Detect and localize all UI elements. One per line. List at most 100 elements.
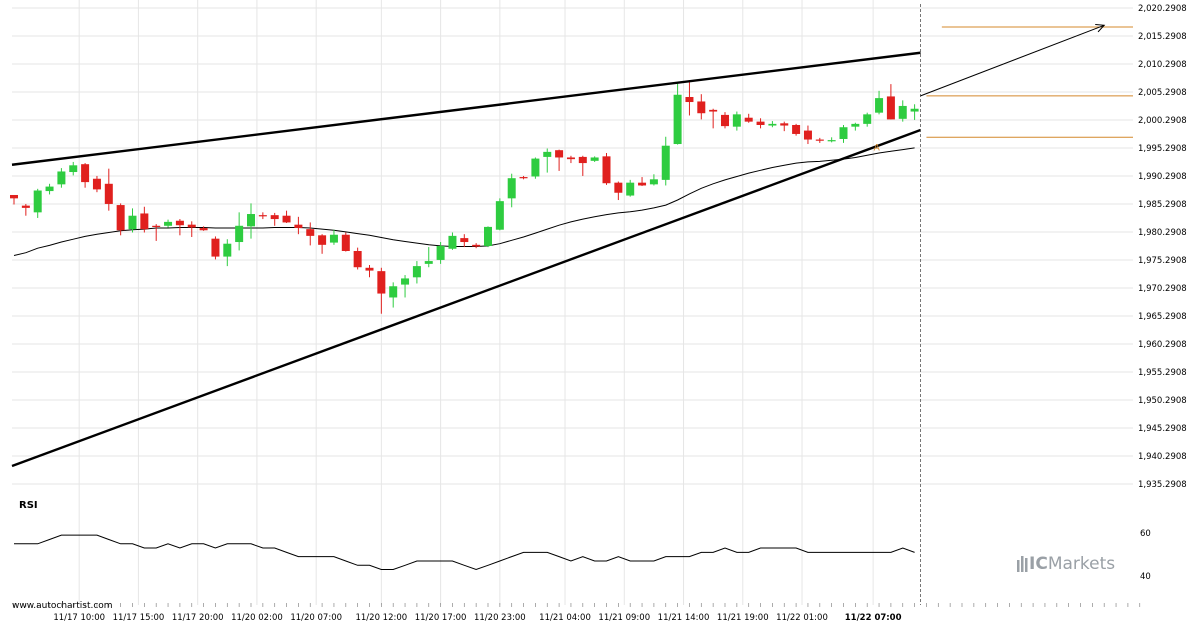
axes-layer: 2,020.2908 2,015.2908 2,010.2908 2,005.2908… [13, 4, 1187, 623]
candle-body [57, 171, 66, 185]
candle [211, 236, 220, 260]
candle [910, 104, 919, 120]
candle [365, 264, 374, 278]
rsi-panel: 60 40 [14, 529, 1151, 582]
candle [10, 194, 18, 205]
candle-body [792, 124, 801, 134]
candle [875, 90, 884, 115]
candle-body [140, 213, 149, 230]
rsi-y-tick-label: 60 [1140, 529, 1151, 539]
candle [341, 232, 350, 252]
candle [412, 261, 421, 284]
candle [282, 210, 291, 223]
candle [329, 229, 338, 245]
candles-layer [10, 80, 919, 314]
candle [555, 149, 564, 171]
x-tick-label: 11/20 23:00 [474, 613, 526, 623]
candle-body [614, 182, 623, 193]
y-tick-label: 1,985.2908 [1138, 200, 1187, 210]
x-tick-label: 11/21 04:00 [539, 613, 591, 623]
rsi-line [14, 534, 915, 571]
candle-body [81, 164, 90, 183]
candle [661, 136, 670, 186]
candle-body [649, 179, 658, 185]
candle-body [211, 238, 220, 257]
candle-body [329, 234, 338, 243]
candle-body [424, 261, 433, 264]
candle-body [164, 221, 173, 226]
candle [199, 226, 208, 231]
candle [424, 247, 433, 268]
candle [69, 161, 78, 176]
brand-suffix: Markets [1048, 554, 1115, 574]
candle [638, 177, 647, 187]
candle [519, 175, 528, 180]
candle-body [721, 114, 729, 127]
candle-body [45, 186, 54, 192]
candle-body [306, 229, 315, 236]
candle [448, 232, 457, 250]
candle-body [69, 165, 78, 173]
candle-body [756, 121, 765, 125]
y-tick-label: 2,020.2908 [1138, 4, 1187, 14]
candle [792, 123, 801, 136]
x-tick-label: 11/22 01:00 [776, 613, 828, 623]
candle [140, 206, 149, 233]
x-tick-label: 11/20 12:00 [355, 613, 407, 623]
candle-body [104, 183, 113, 204]
candle [377, 267, 386, 314]
pattern-point-label: A [874, 143, 881, 153]
rsi-y-tick-label: 40 [1140, 572, 1151, 582]
candle [247, 203, 255, 239]
candle-body [744, 117, 753, 122]
candle-body [365, 267, 374, 271]
x-tick-label: 11/21 09:00 [598, 613, 650, 623]
candle [436, 242, 445, 264]
candle-body [412, 266, 421, 278]
candle [697, 94, 706, 120]
candle-body [247, 214, 255, 227]
candle-body [472, 244, 481, 247]
y-tick-label: 2,000.2908 [1138, 116, 1187, 126]
candle-body [578, 156, 587, 164]
candle-body [531, 158, 540, 177]
brand-icon-bar [1021, 556, 1024, 572]
candle [815, 137, 824, 143]
candle [164, 219, 173, 228]
candle-body [815, 139, 824, 141]
candle [187, 221, 196, 237]
trend-line-upper [11, 51, 921, 166]
x-tick-label: 11/21 19:00 [717, 613, 769, 623]
projection-arrow-head [1095, 24, 1106, 33]
trend-line-lower [11, 128, 921, 468]
candle-body [436, 245, 445, 260]
candle-body [827, 140, 836, 142]
candle [673, 82, 682, 145]
candle [614, 181, 623, 201]
candle-body [223, 243, 232, 257]
candle [128, 208, 137, 233]
candle [756, 118, 765, 129]
y-tick-label: 1,990.2908 [1138, 172, 1187, 182]
candle-body [863, 114, 872, 124]
brand-icon-bar [1017, 560, 1020, 572]
candle [839, 124, 848, 143]
candle [590, 156, 599, 162]
candle-body [389, 286, 398, 298]
candle [531, 157, 540, 179]
candle [602, 152, 611, 185]
x-tick-label: 11/21 14:00 [658, 613, 710, 623]
candle-body [875, 98, 884, 113]
grid [12, 0, 1133, 605]
candle-body [638, 182, 647, 186]
candle [389, 282, 398, 308]
candle-body [318, 235, 327, 245]
x-tick-label: 11/20 17:00 [415, 613, 467, 623]
candle [721, 112, 729, 129]
candle-body [235, 225, 244, 243]
candle-body [21, 205, 30, 208]
candle-body [732, 114, 741, 127]
y-tick-label: 1,975.2908 [1138, 256, 1187, 266]
